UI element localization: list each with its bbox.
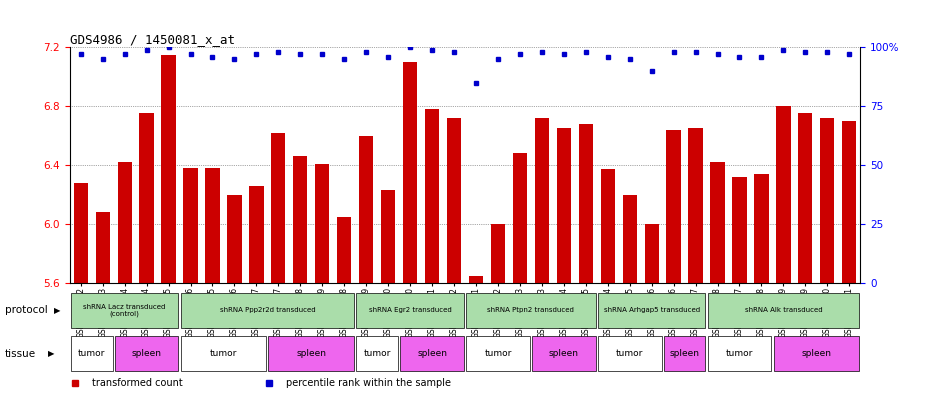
Bar: [644, 224, 658, 283]
Text: spleen: spleen: [802, 349, 831, 358]
Bar: [315, 163, 329, 283]
Text: tumor: tumor: [210, 349, 237, 358]
Text: shRNA Arhgap5 transduced: shRNA Arhgap5 transduced: [604, 307, 699, 314]
Bar: [664, 336, 706, 371]
Text: shRNA Ptpn2 transduced: shRNA Ptpn2 transduced: [487, 307, 575, 314]
Bar: [96, 212, 110, 283]
Bar: [491, 224, 505, 283]
Text: tumor: tumor: [725, 349, 753, 358]
Text: tumor: tumor: [485, 349, 512, 358]
Text: tumor: tumor: [78, 349, 105, 358]
Bar: [512, 153, 527, 283]
Text: shRNA Alk transduced: shRNA Alk transduced: [745, 307, 822, 314]
Bar: [269, 336, 354, 371]
Bar: [381, 190, 395, 283]
Bar: [180, 336, 266, 371]
Bar: [466, 336, 530, 371]
Text: protocol: protocol: [5, 305, 47, 316]
Bar: [180, 293, 354, 328]
Bar: [598, 293, 706, 328]
Bar: [601, 169, 615, 283]
Bar: [532, 336, 595, 371]
Bar: [403, 62, 418, 283]
Bar: [708, 336, 771, 371]
Text: spleen: spleen: [417, 349, 447, 358]
Bar: [272, 133, 286, 283]
Bar: [843, 121, 857, 283]
Bar: [293, 156, 308, 283]
Text: ▶: ▶: [48, 349, 55, 358]
Bar: [466, 293, 595, 328]
Bar: [73, 183, 87, 283]
Bar: [708, 293, 859, 328]
Bar: [356, 336, 398, 371]
Bar: [400, 336, 464, 371]
Bar: [114, 336, 179, 371]
Bar: [447, 118, 461, 283]
Bar: [557, 128, 571, 283]
Bar: [535, 118, 549, 283]
Bar: [578, 124, 593, 283]
Bar: [425, 109, 439, 283]
Text: spleen: spleen: [132, 349, 162, 358]
Bar: [71, 293, 179, 328]
Text: shRNA Lacz transduced
(control): shRNA Lacz transduced (control): [84, 304, 166, 317]
Text: spleen: spleen: [297, 349, 326, 358]
Text: tumor: tumor: [616, 349, 644, 358]
Text: tissue: tissue: [5, 349, 35, 359]
Bar: [754, 174, 768, 283]
Bar: [622, 195, 637, 283]
Bar: [140, 114, 153, 283]
Text: spleen: spleen: [549, 349, 578, 358]
Text: transformed count: transformed count: [92, 378, 182, 388]
Bar: [249, 186, 263, 283]
Bar: [227, 195, 242, 283]
Bar: [183, 168, 198, 283]
Text: ▶: ▶: [54, 306, 60, 315]
Bar: [732, 177, 747, 283]
Text: GDS4986 / 1450081_x_at: GDS4986 / 1450081_x_at: [70, 33, 234, 46]
Text: shRNA Ppp2r2d transduced: shRNA Ppp2r2d transduced: [219, 307, 315, 314]
Bar: [206, 168, 219, 283]
Bar: [798, 114, 813, 283]
Bar: [71, 336, 113, 371]
Text: percentile rank within the sample: percentile rank within the sample: [286, 378, 450, 388]
Bar: [820, 118, 834, 283]
Bar: [688, 128, 703, 283]
Bar: [469, 275, 483, 283]
Bar: [774, 336, 859, 371]
Bar: [356, 293, 464, 328]
Bar: [337, 217, 352, 283]
Bar: [117, 162, 132, 283]
Text: shRNA Egr2 transduced: shRNA Egr2 transduced: [368, 307, 451, 314]
Text: tumor: tumor: [364, 349, 391, 358]
Bar: [711, 162, 724, 283]
Bar: [359, 136, 373, 283]
Bar: [162, 55, 176, 283]
Text: spleen: spleen: [670, 349, 699, 358]
Bar: [598, 336, 661, 371]
Bar: [667, 130, 681, 283]
Bar: [777, 106, 790, 283]
